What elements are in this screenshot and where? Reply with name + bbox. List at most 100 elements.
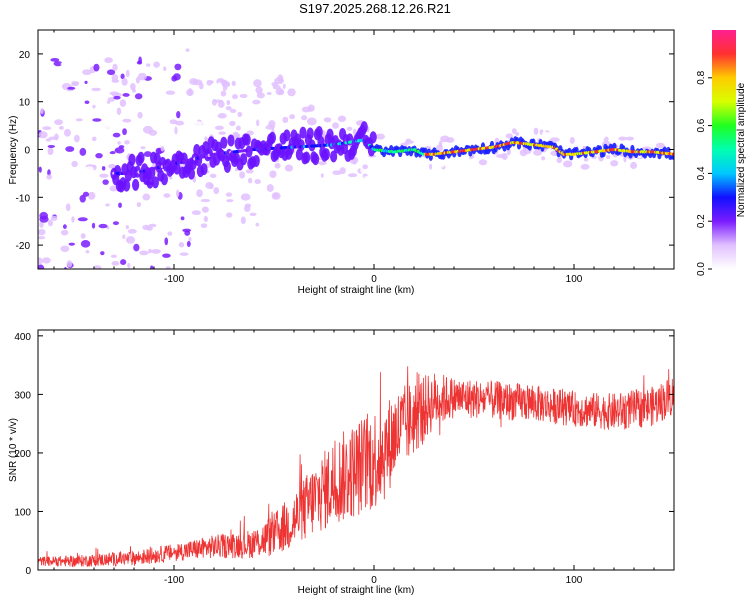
spectrogram-noise-blob [641,146,652,151]
spectrogram-noise-blob [136,60,143,65]
snr-x-tick-label: 0 [371,575,377,586]
spectrogram-noise-blob [239,93,248,98]
spectrogram-ridge-halo [137,151,145,164]
spectrogram-noise-blob [289,114,296,120]
spectrogram-noise-blob [130,83,136,91]
spectrogram-noise-blob [111,92,122,98]
spectrogram-noise-blob [515,132,520,136]
spectrogram-ridge-halo [315,126,323,139]
spectrogram-noise-blob [320,173,324,178]
spectrogram-noise-blob [206,79,213,86]
spectrogram-noise-blob [363,176,372,180]
spectrogram-noise-blob [88,274,97,281]
spectrogram-noise-blob [117,141,121,145]
colorbar-gradient [712,30,736,269]
spectrogram-noise-blob [232,131,240,139]
spectrogram-noise-blob [193,121,203,129]
spectrogram-ridge-halo [132,178,140,191]
spectrogram-noise-blob [60,62,70,66]
spectrogram-noise-blob [137,111,143,119]
colorbar: 0.0 0.2 0.4 0.6 0.8 Normalized spectral ampl… [696,30,747,276]
spectrogram-noise-blob [226,199,234,203]
spectrogram-noise-blob [50,215,58,221]
spectrogram-noise-blob [50,57,60,62]
spectrogram-noise-blob [148,248,152,254]
spectrogram-noise-blob [255,222,260,227]
spectrogram-noise-blob [118,202,122,208]
spectrogram-ridge-halo [187,167,195,180]
spectrogram-noise-blob [38,131,48,139]
spectrogram-ridge-halo [312,153,320,166]
spectrogram-noise-blob [317,161,327,166]
spectrogram-noise-blob [171,75,178,82]
spectrogram-noise-blob [200,228,208,233]
colorbar-label: Normalized spectral amplitude [736,82,747,217]
spectrogram-noise-blob [66,260,73,268]
spectrogram-noise-blob [222,85,228,91]
spectrogram-ridge-halo [114,165,122,178]
spectrogram-noise-blob [106,69,116,76]
spectrogram-noise-blob [337,115,347,122]
spectrogram-noise-blob [188,88,193,96]
spectrogram-noise-blob [176,111,181,119]
spectrogram-noise-blob [111,74,119,82]
spectrogram-noise-blob [301,106,312,113]
spectrogram-ridge-halo [200,163,208,176]
spectrogram-noise-blob [311,171,318,180]
spectrogram-noise-blob [284,164,293,172]
spectrogram-noise-blob [39,215,49,223]
colorbar-tick-label: 0.6 [696,118,707,132]
spectrogram-noise-blob [40,107,44,115]
spectrogram-noise-blob [252,99,261,105]
spectrogram-noise-blob [162,253,171,258]
spectrogram-noise-blob [216,198,222,204]
spectrogram-noise-blob [120,73,125,80]
spectrogram-noise-blob [71,216,75,223]
spectrogram-noise-blob [104,57,113,64]
spectrogram-noise-blob [109,150,116,155]
spectrogram-noise-blob [91,136,97,142]
spectrogram-noise-blob [478,159,488,166]
snr-series-line [38,366,674,568]
spectrogram-noise-blob [405,138,411,143]
spectrogram-noise-blob [64,128,71,137]
spectrogram-noise-blob [38,257,43,265]
spectrogram-noise-blob [119,99,127,107]
spectrogram-ridge-halo [360,121,368,134]
spectrogram-noise-blob [42,177,46,182]
spectrogram-noise-blob [200,223,208,228]
spectrogram-ridge-halo [220,136,228,149]
spectrogram-noise-blob [332,122,339,129]
spectrogram-noise-blob [75,118,83,122]
spectrogram-noise-blob [100,251,105,256]
spectrogram-noise-blob [582,145,587,150]
snr-x-axis-label: Height of straight line (km) [298,585,415,596]
spectrogram-noise-blob [188,237,192,242]
spectrogram-noise-blob [142,224,150,231]
spectrogram-noise-blob [79,147,87,156]
spectrogram-ridge-halo [240,153,248,166]
colorbar-tick-label: 0.0 [696,262,707,276]
spectrogram-noise-blob [668,162,674,169]
spectrogram-noise-blob [93,265,102,269]
spectrogram-noise-blob [256,119,260,127]
spectrogram-noise-blob [226,99,231,106]
spectrogram-y-tick-label: 20 [19,50,31,61]
spectrogram-ridge-halo [306,127,314,140]
spectrogram-noise-blob [53,60,63,67]
spectrogram-x-tick-label: 100 [566,274,583,285]
spectrogram-noise-blob [323,117,332,123]
spectrogram-noise-blob [122,264,127,269]
spectrogram-noise-blob [580,163,590,170]
spectrogram-noise-blob [101,166,106,171]
spectrogram-noise-blob [136,202,142,208]
spectrogram-noise-blob [102,278,111,286]
spectrogram-ridge-halo [193,144,201,157]
spectrogram-noise-blob [122,128,127,136]
spectrogram-noise-blob [569,137,575,144]
spectrogram-noise-blob [93,63,100,72]
snr-ticks: -100 0 100 0 100 200 300 400 [14,330,674,586]
spectrogram-ridge-halo [173,162,181,175]
spectrogram-noise-blob [65,203,71,212]
